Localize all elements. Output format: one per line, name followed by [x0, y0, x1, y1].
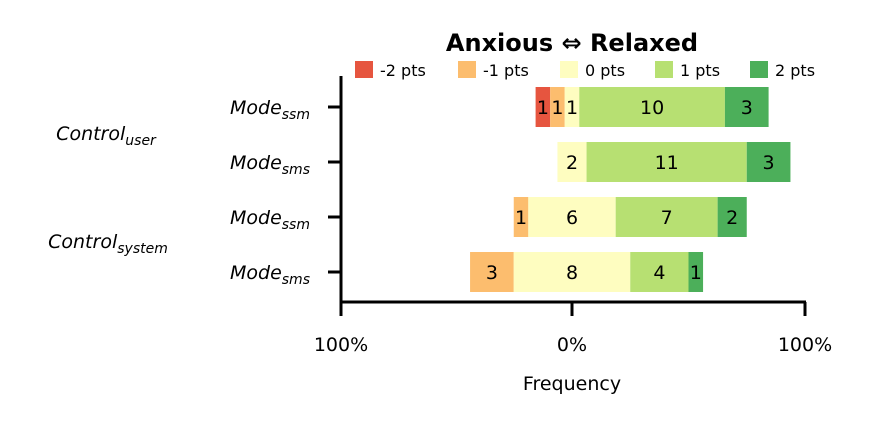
- bar-segment: [513, 252, 631, 292]
- bar-segment: [557, 142, 587, 182]
- legend-swatch-4: [655, 61, 673, 78]
- legend-swatch-5: [750, 61, 768, 78]
- bar-segment: [586, 142, 747, 182]
- x-tick-label: 0%: [557, 334, 587, 356]
- group-label: Controluser: [56, 123, 157, 149]
- bar-segment: [615, 197, 718, 237]
- bar-segment: [470, 252, 514, 292]
- row-labels-layer: Modessm Modesms Controluser Modessm Modesms C…: [48, 97, 341, 288]
- bar-segment: [535, 87, 551, 127]
- bar-segment: [513, 197, 529, 237]
- bar-value-label: 6: [566, 207, 578, 229]
- legend-label-2: -1 pts: [483, 61, 529, 80]
- bar-value-label: 1: [566, 97, 578, 119]
- legend-swatch-1: [355, 61, 373, 78]
- bar-segment: [724, 87, 769, 127]
- legend-label-1: -2 pts: [380, 61, 426, 80]
- legend-label-3: 0 pts: [585, 61, 625, 80]
- x-tick-label: 100%: [314, 334, 368, 356]
- legend-label-5: 2 pts: [775, 61, 815, 80]
- bars-layer: 1 1 1 10 32 11 31 6 7 23 8 4 1: [470, 87, 791, 292]
- group-label: Controlsystem: [48, 231, 168, 257]
- bar-segment: [630, 252, 689, 292]
- bar-value-label: 2: [566, 152, 578, 174]
- bar-segment: [746, 142, 791, 182]
- bar-value-label: 8: [566, 262, 578, 284]
- bar-value-label: 4: [653, 262, 665, 284]
- bar-segment: [550, 87, 565, 127]
- legend-label-4: 1 pts: [680, 61, 720, 80]
- row-label: Modessm: [230, 207, 310, 233]
- bar-value-label: 11: [655, 152, 679, 174]
- bar-segment: [717, 197, 747, 237]
- bar-value-label: 1: [690, 262, 702, 284]
- bar-value-label: 3: [741, 97, 753, 119]
- bar-value-label: 2: [726, 207, 738, 229]
- bar-segment: [564, 87, 580, 127]
- bar-value-label: 1: [537, 97, 549, 119]
- row-label: Modessm: [230, 97, 310, 123]
- axes-layer: 100% 0% 100%: [314, 76, 832, 356]
- legend-swatch-2: [458, 61, 476, 78]
- legend-swatch-3: [560, 61, 578, 78]
- bar-value-label: 3: [763, 152, 775, 174]
- bar-segment: [528, 197, 616, 237]
- bar-value-label: 1: [551, 97, 563, 119]
- row-label: Modesms: [230, 152, 310, 178]
- bar-value-label: 3: [486, 262, 498, 284]
- x-tick-label: 100%: [778, 334, 832, 356]
- row-label: Modesms: [230, 262, 310, 288]
- bar-segment: [688, 252, 704, 292]
- bar-value-label: 1: [515, 207, 527, 229]
- bar-segment: [579, 87, 725, 127]
- chart-title: Anxious ⇔ Relaxed: [446, 29, 698, 57]
- bar-value-label: 7: [661, 207, 673, 229]
- bar-value-label: 10: [640, 97, 664, 119]
- x-axis-title: Frequency: [523, 373, 621, 395]
- legend: -2 pts -1 pts 0 pts 1 pts 2 pts: [355, 61, 815, 80]
